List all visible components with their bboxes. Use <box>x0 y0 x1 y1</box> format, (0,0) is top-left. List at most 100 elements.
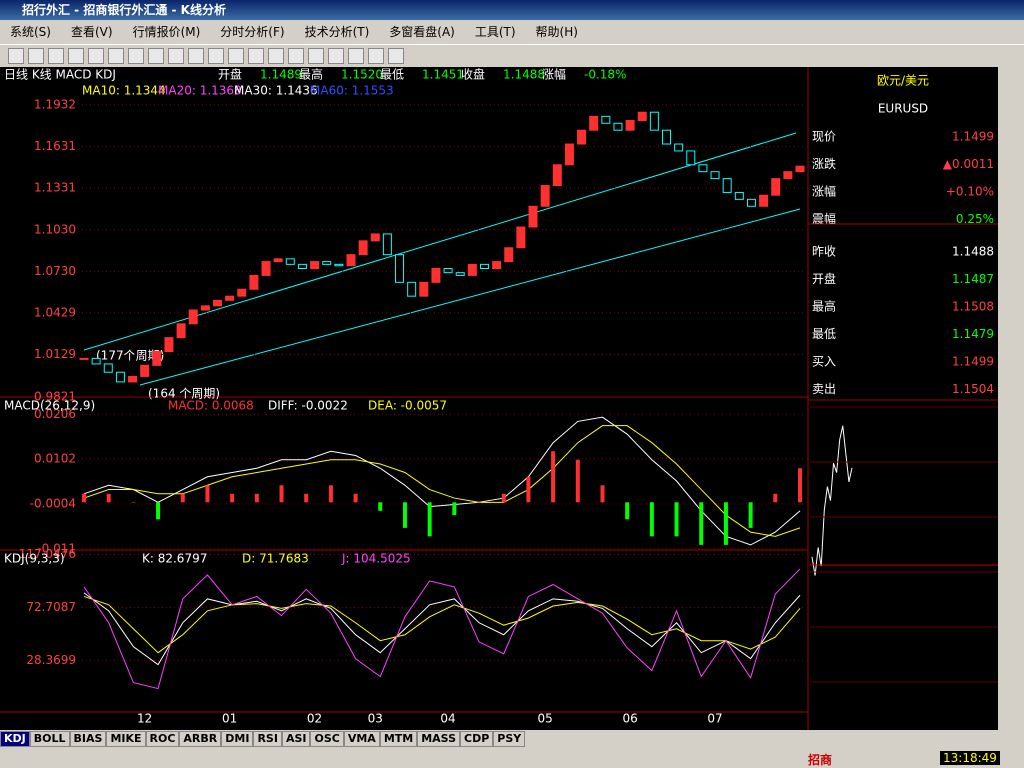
tab[interactable]: OSC <box>310 731 344 747</box>
macd-bar <box>304 493 309 503</box>
ma-label: MA30: 1.1436 <box>234 84 318 98</box>
y-tick-label: 1.1932 <box>34 98 76 112</box>
candle <box>382 233 392 256</box>
tab[interactable]: ASI <box>281 731 311 747</box>
tab[interactable]: KDJ <box>0 731 30 747</box>
y-tick-label: 1.1631 <box>34 139 76 153</box>
quote-label: 昨收 <box>812 245 836 259</box>
macd-bar <box>353 493 358 503</box>
tab[interactable]: PSY <box>493 731 526 747</box>
tab[interactable]: CDP <box>460 731 494 747</box>
candle <box>431 268 441 283</box>
quote-label: 最高 <box>812 299 836 314</box>
channel <box>83 132 797 351</box>
candle <box>200 305 210 311</box>
macd-bar <box>452 502 457 516</box>
macd-bar <box>798 468 802 503</box>
field-value: 1.1451 <box>422 68 464 82</box>
menu-item[interactable]: 系统(S) <box>10 25 51 39</box>
tool-button[interactable] <box>108 48 124 64</box>
candle <box>334 263 344 267</box>
tool-button[interactable] <box>8 48 24 64</box>
menu-item[interactable]: 多窗看盘(A) <box>389 25 455 39</box>
candle <box>91 357 101 365</box>
tab[interactable]: ROC <box>145 731 180 747</box>
x-tick-label: 03 <box>368 712 383 726</box>
indicator-title: MACD(26,12,9) <box>4 399 95 413</box>
tab[interactable]: BOLL <box>29 731 70 747</box>
macd-bar <box>526 476 531 503</box>
y-tick-label: 1.0129 <box>34 347 76 361</box>
tool-button[interactable] <box>48 48 64 64</box>
candle <box>710 171 720 180</box>
y-tick-label: 117.0476 <box>19 547 76 561</box>
menu-item[interactable]: 查看(V) <box>70 25 113 39</box>
candle <box>407 281 417 297</box>
candle <box>504 247 514 263</box>
macd-bar <box>773 493 778 503</box>
ma-label: MA60: 1.1553 <box>310 84 394 98</box>
candle <box>577 129 587 145</box>
y-tick-label: 0.9821 <box>34 390 76 404</box>
tool-button[interactable] <box>188 48 204 64</box>
tool-button[interactable] <box>228 48 244 64</box>
tool-button[interactable] <box>28 48 44 64</box>
menu-item[interactable]: 技术分析(T) <box>304 25 370 39</box>
tool-button[interactable] <box>88 48 104 64</box>
indicator-line <box>83 568 801 690</box>
tool-button[interactable] <box>348 48 364 64</box>
candle <box>479 263 489 270</box>
macd-bar <box>131 502 136 503</box>
tool-button[interactable] <box>308 48 324 64</box>
tool-button[interactable] <box>148 48 164 64</box>
tool-button[interactable] <box>368 48 384 64</box>
tool-button[interactable] <box>128 48 144 64</box>
channel <box>139 208 801 386</box>
candle <box>613 122 623 131</box>
tab[interactable]: DMI <box>221 731 254 747</box>
y-tick-label: -0.0004 <box>30 497 76 511</box>
y-tick-label: 1.0730 <box>34 264 76 278</box>
menu-item[interactable]: 分时分析(F) <box>220 25 285 39</box>
candle <box>358 240 368 256</box>
tool-button[interactable] <box>268 48 284 64</box>
tab[interactable]: MASS <box>417 731 461 747</box>
macd-bar <box>477 502 482 503</box>
menu-item[interactable]: 工具(T) <box>474 25 516 39</box>
tool-button[interactable] <box>248 48 264 64</box>
candle <box>746 198 756 207</box>
candle <box>722 178 732 193</box>
y-tick-label: 1.1030 <box>34 222 76 236</box>
candle <box>103 363 113 373</box>
macd-bar <box>378 502 383 511</box>
field-label: 最高 <box>299 67 323 82</box>
tab[interactable]: MIKE <box>106 731 146 747</box>
candle <box>492 261 502 270</box>
tool-button[interactable] <box>328 48 344 64</box>
macd-bar <box>279 485 284 503</box>
macd-bar <box>230 493 235 503</box>
x-tick-label: 06 <box>622 712 637 726</box>
candle <box>188 309 198 325</box>
menu-item[interactable]: 帮助(H) <box>535 25 578 39</box>
tab[interactable]: VMA <box>343 731 380 747</box>
candle <box>625 120 635 131</box>
tab[interactable]: ARBR <box>179 731 222 747</box>
tool-button[interactable] <box>208 48 224 64</box>
tab[interactable]: RSI <box>253 731 282 747</box>
candle <box>637 111 647 122</box>
tool-button[interactable] <box>288 48 304 64</box>
candle <box>261 261 271 276</box>
candle <box>115 371 125 383</box>
tool-button[interactable] <box>68 48 84 64</box>
menu-item[interactable]: 行情报价(M) <box>132 25 201 39</box>
tool-button[interactable] <box>168 48 184 64</box>
y-tick-label: 72.7087 <box>26 600 76 614</box>
candle <box>152 350 162 366</box>
macd-bar <box>699 502 704 545</box>
tool-button[interactable] <box>388 48 404 64</box>
tab[interactable]: MTM <box>379 731 418 747</box>
toolbar <box>0 44 1024 67</box>
tab[interactable]: BIAS <box>69 731 107 747</box>
